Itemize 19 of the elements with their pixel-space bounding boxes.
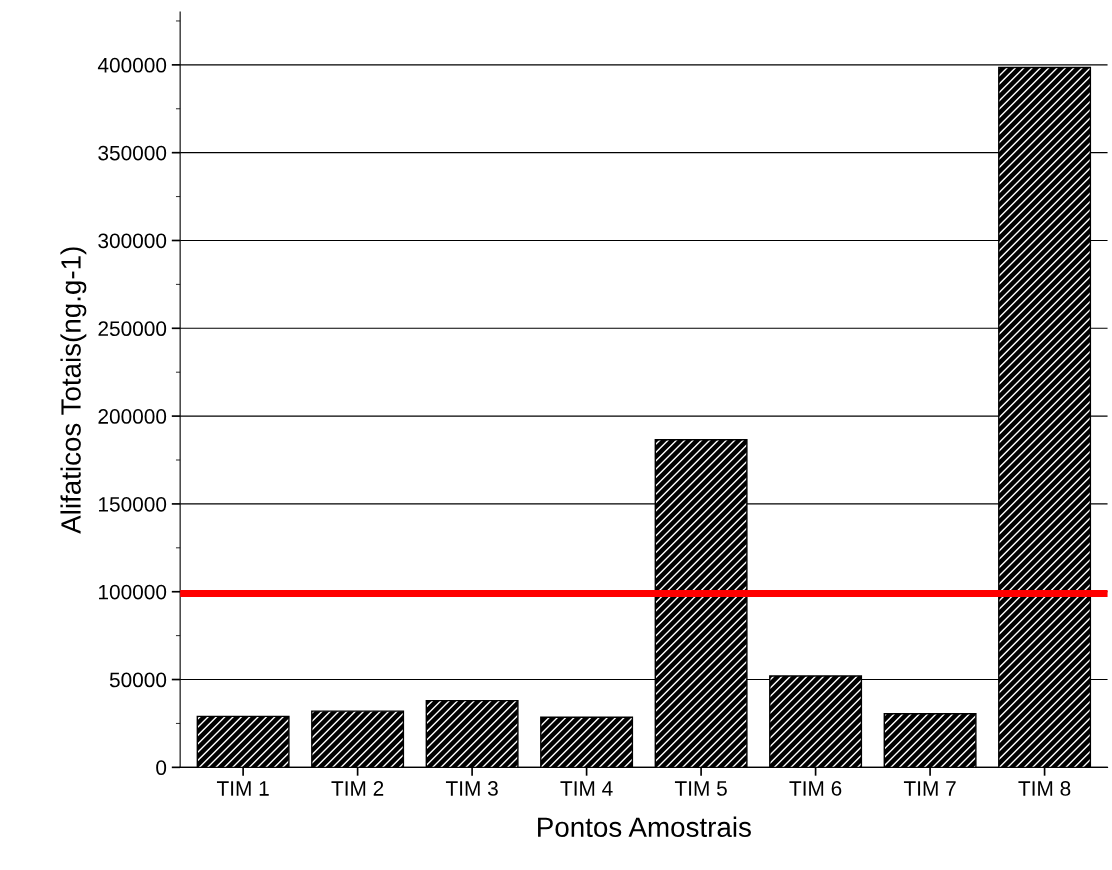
x-tick-label: TIM 7 xyxy=(903,781,956,796)
x-tick-label: TIM 4 xyxy=(560,781,613,796)
x-tick-label: TIM 1 xyxy=(216,781,269,796)
y-tick-label: 100000 xyxy=(99,584,167,600)
x-tick-label: TIM 2 xyxy=(331,781,384,796)
y-tick-label: 250000 xyxy=(98,321,167,337)
x-axis-title: Pontos Amostrais xyxy=(538,816,751,838)
y-tick-label: 150000 xyxy=(99,496,167,512)
y-tick-label: 300000 xyxy=(98,233,167,249)
x-tick-label: TIM 6 xyxy=(789,781,842,796)
x-tick-label: TIM 8 xyxy=(1018,781,1071,796)
y-tick-label: 400000 xyxy=(97,57,167,73)
y-tick-label: 0 xyxy=(156,760,167,776)
y-tick-label: 50000 xyxy=(109,672,167,688)
x-tick-label: TIM 3 xyxy=(445,781,498,796)
y-axis-title: Alifaticos Totais(ng.g-1) xyxy=(60,247,87,534)
y-tick-label: 350000 xyxy=(98,145,167,161)
y-tick-label: 200000 xyxy=(98,409,167,424)
x-tick-label: TIM 5 xyxy=(674,781,727,796)
